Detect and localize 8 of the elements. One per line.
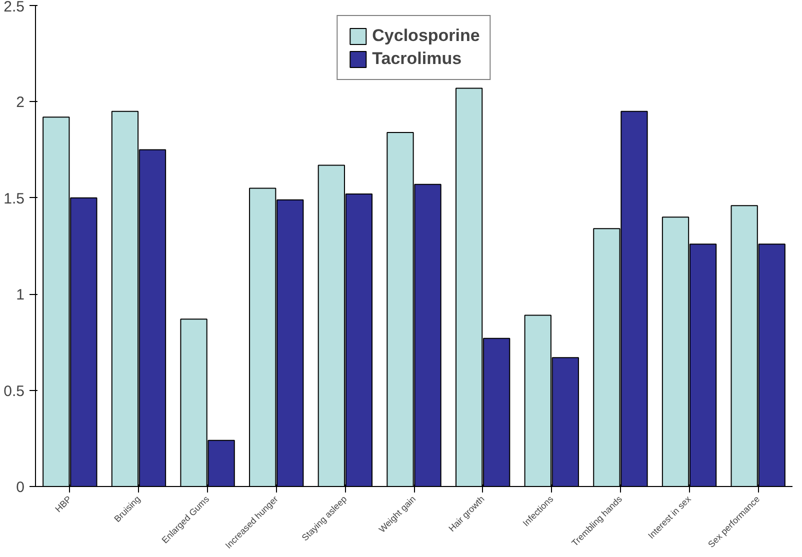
- legend-label: Cyclosporine: [372, 26, 480, 46]
- y-tick-label: 2: [16, 94, 24, 112]
- y-tick-label: 2.5: [4, 0, 25, 16]
- y-tick-label: 0.5: [4, 382, 25, 400]
- legend-label: Tacrolimus: [372, 49, 462, 69]
- y-tick-label: 1.5: [4, 190, 25, 208]
- y-tick-label: 0: [16, 479, 24, 496]
- y-tick-label: 1: [16, 286, 24, 304]
